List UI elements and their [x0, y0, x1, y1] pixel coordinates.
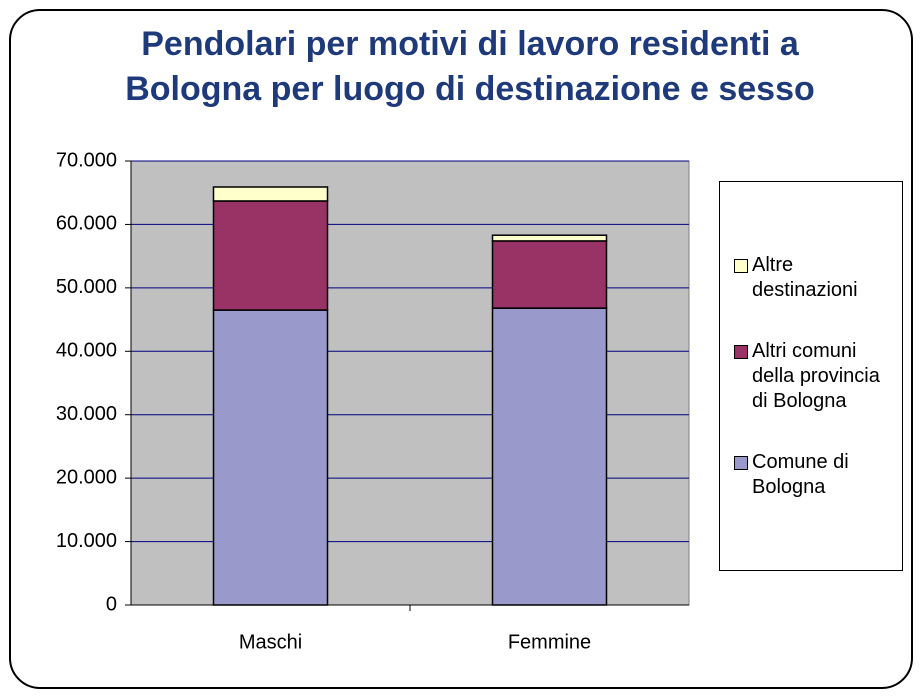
legend-swatch: [734, 344, 748, 359]
legend-label: Comune di Bologna: [752, 450, 849, 498]
bar-segment: [212, 186, 329, 202]
bar-segment: [491, 234, 608, 242]
y-tick-label: 30.000: [56, 403, 117, 425]
legend-item: Altre destinazioni: [734, 253, 896, 303]
plot: 0 10.000 20.000 30.000 40.000 50.000 60.000 70.…: [56, 149, 690, 653]
bar-segment: [212, 200, 329, 311]
bar-segment: [491, 307, 608, 606]
y-tick-label: 60.000: [56, 213, 117, 235]
y-tick-label: 0: [106, 593, 117, 615]
y-tick-label: 10.000: [56, 530, 117, 552]
legend-swatch: [734, 258, 748, 273]
x-tick-label: Femmine: [508, 631, 591, 653]
y-tick-label: 40.000: [56, 340, 117, 362]
legend-label: Altri comuni della provincia di Bologna: [752, 339, 880, 412]
legend-item: Comune di Bologna: [734, 450, 896, 500]
bar-segment: [491, 240, 608, 309]
legend-item: Altri comuni della provincia di Bologna: [734, 339, 896, 414]
bar-segment: [212, 309, 329, 606]
legend-swatch: [734, 455, 748, 470]
y-tick-label: 70.000: [56, 149, 117, 171]
chart-title: Pendolari per motivi di lavoro residenti…: [125, 25, 815, 108]
legend: Comune di Bologna Altri comuni della prov…: [719, 181, 903, 571]
y-tick-label: 20.000: [56, 466, 117, 488]
y-tick-label: 50.000: [56, 276, 117, 298]
x-tick-label: Maschi: [239, 631, 302, 653]
legend-label: Altre destinazioni: [752, 253, 858, 301]
